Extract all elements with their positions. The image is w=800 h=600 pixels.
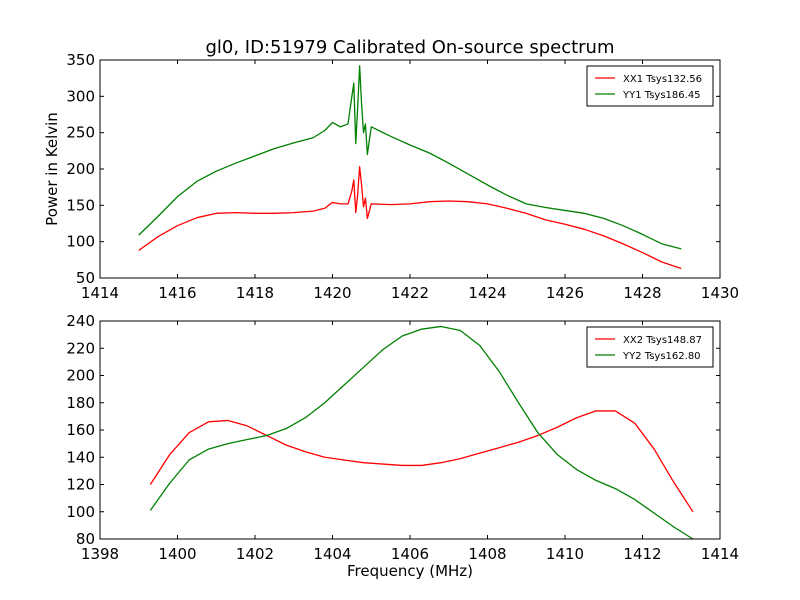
x-tick-label-2-0: 1398 [81,545,119,563]
x-tick-label-2-2: 1402 [236,545,274,563]
x-tick-label-1-6: 1426 [546,284,584,302]
y-tick-label-1-2: 150 [66,196,95,214]
x-tick-label-1-5: 1424 [468,284,506,302]
series-line-1-1 [138,166,682,270]
y-tick-label-1-0: 50 [76,269,95,287]
y-tick-label-2-0: 80 [76,530,95,548]
y-tick-label-1-5: 300 [66,87,95,105]
legend-label-2-1: XX2 Tsys148.87 [623,335,702,346]
y-tick-label-1-4: 250 [66,124,95,142]
y-tick-label-1-3: 200 [66,160,95,178]
x-tick-label-1-1: 1416 [158,284,196,302]
bottom-spectrum-panel: 1398 1400 1402 1404 1406 1408 1410 1412 1414 80 10… [66,312,739,580]
y-tick-label-2-4: 160 [66,421,95,439]
x-tick-label-1-0: 1414 [81,284,119,302]
legend-label-1-1: XX1 Tsys132.56 [623,74,702,85]
figure-title: gl0, ID:51979 Calibrated On-source spect… [205,37,614,58]
y-tick-label-2-5: 180 [66,394,95,412]
y-axis-label-1: Power in Kelvin [43,112,61,226]
x-tick-label-1-4: 1422 [391,284,429,302]
legend-box-1 [586,65,714,107]
legend-1: XX1 Tsys132.56 YY1 Tsys186.45 [586,65,714,107]
y-tick-label-2-6: 200 [66,367,95,385]
y-tick-label-2-7: 220 [66,339,95,357]
x-tick-label-2-1: 1400 [158,545,196,563]
y-tick-label-1-6: 350 [66,51,95,69]
x-tick-label-2-3: 1404 [313,545,351,563]
x-axis-label-2: Frequency (MHz) [347,562,473,580]
y-tick-label-1-1: 100 [66,233,95,251]
series-line-1-2 [138,65,682,250]
legend-2: XX2 Tsys148.87 YY2 Tsys162.80 [586,326,714,368]
x-tick-label-1-2: 1418 [236,284,274,302]
series-line-2-1 [149,410,694,513]
x-tick-label-1-8: 1430 [701,284,739,302]
x-tick-label-1-3: 1420 [313,284,351,302]
x-tick-label-2-5: 1408 [468,545,506,563]
series-line-2-2 [149,325,694,540]
legend-label-1-2: YY1 Tsys186.45 [622,90,701,101]
y-tick-label-2-1: 100 [66,503,95,521]
x-tick-label-2-6: 1410 [546,545,584,563]
y-tick-label-2-3: 140 [66,448,95,466]
y-tick-label-2-2: 120 [66,476,95,494]
x-tick-label-2-8: 1414 [701,545,739,563]
x-tick-label-1-7: 1428 [623,284,661,302]
legend-label-2-2: YY2 Tsys162.80 [622,351,701,362]
x-tick-label-2-4: 1406 [391,545,429,563]
y-tick-label-2-8: 240 [66,312,95,330]
top-spectrum-panel: 1414 1416 1418 1420 1422 1424 1426 1428 1430 50 10… [43,51,739,302]
x-tick-label-2-7: 1412 [623,545,661,563]
legend-box-2 [586,326,714,368]
